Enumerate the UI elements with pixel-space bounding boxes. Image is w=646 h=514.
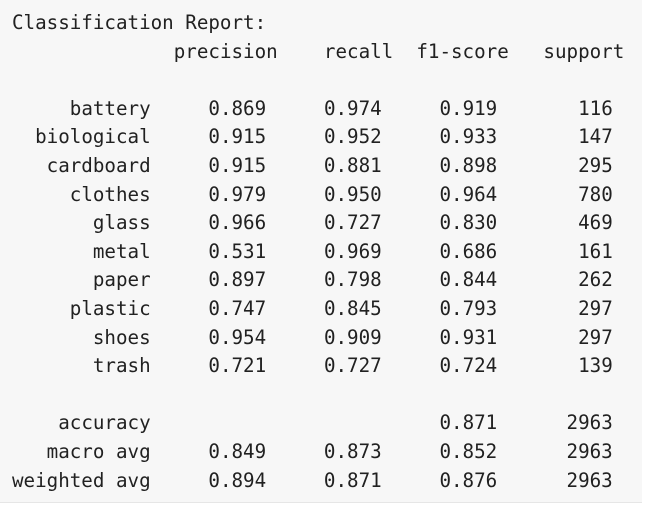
- row-support: 161: [578, 239, 613, 263]
- row-support: 139: [578, 354, 613, 378]
- row-recall: 0.727: [323, 354, 382, 378]
- row-recall: 0.909: [323, 325, 382, 349]
- class-row-plastic: plastic 0.747 0.845 0.793 297: [12, 295, 624, 324]
- row-label: trash: [92, 354, 151, 378]
- row-recall: 0.727: [323, 211, 382, 235]
- class-row-shoes: shoes 0.954 0.909 0.931 297: [12, 324, 624, 353]
- row-precision: 0.869: [208, 96, 267, 120]
- cell-output-area: Classification Report: precision recall …: [0, 9, 642, 503]
- class-row-clothes: clothes 0.979 0.950 0.964 780: [12, 181, 624, 210]
- row-precision: 0.966: [208, 211, 267, 235]
- row-label: accuracy: [58, 411, 151, 435]
- row-label: glass: [92, 211, 151, 235]
- row-label: clothes: [69, 182, 151, 206]
- row-support: 2963: [566, 468, 613, 492]
- row-recall: 0.845: [323, 296, 382, 320]
- blank-line: [12, 381, 624, 410]
- row-support: 295: [578, 153, 613, 177]
- row-precision: 0.721: [208, 354, 267, 378]
- row-f1-score: 0.852: [439, 439, 498, 463]
- class-row-cardboard: cardboard 0.915 0.881 0.898 295: [12, 152, 624, 181]
- row-precision: 0.747: [208, 296, 267, 320]
- row-f1-score: 0.931: [439, 325, 498, 349]
- row-support: 297: [578, 296, 613, 320]
- row-recall: 0.950: [323, 182, 382, 206]
- row-label: plastic: [69, 296, 151, 320]
- row-precision: 0.897: [208, 268, 267, 292]
- header-precision: precision: [173, 39, 278, 63]
- row-precision: 0.915: [208, 125, 267, 149]
- summary-row-accuracy: accuracy 0.871 2963: [12, 409, 624, 438]
- row-support: 2963: [566, 439, 613, 463]
- row-recall: 0.873: [323, 439, 382, 463]
- row-label: biological: [35, 125, 151, 149]
- header-support: support: [543, 39, 625, 63]
- summary-row-weighted-avg: weighted avg 0.894 0.871 0.876 2963: [12, 467, 624, 496]
- row-f1-score: 0.724: [439, 354, 498, 378]
- header-recall: recall: [323, 39, 394, 63]
- row-support: 2963: [566, 411, 613, 435]
- row-precision: 0.979: [208, 182, 267, 206]
- row-precision: 0.849: [208, 439, 267, 463]
- row-f1-score: 0.898: [439, 153, 498, 177]
- class-row-metal: metal 0.531 0.969 0.686 161: [12, 238, 624, 267]
- row-precision: 0.954: [208, 325, 267, 349]
- class-row-paper: paper 0.897 0.798 0.844 262: [12, 266, 624, 295]
- row-label: paper: [92, 268, 151, 292]
- row-label: cardboard: [46, 153, 151, 177]
- row-label: macro avg: [46, 439, 151, 463]
- row-label: battery: [69, 96, 151, 120]
- row-recall: 0.974: [323, 96, 382, 120]
- row-f1-score: 0.876: [439, 468, 498, 492]
- row-support: 469: [578, 211, 613, 235]
- row-f1-score: 0.844: [439, 268, 498, 292]
- row-support: 147: [578, 125, 613, 149]
- row-label: metal: [92, 239, 151, 263]
- row-support: 262: [578, 268, 613, 292]
- row-recall: 0.969: [323, 239, 382, 263]
- class-row-glass: glass 0.966 0.727 0.830 469: [12, 209, 624, 238]
- row-f1-score: 0.919: [439, 96, 498, 120]
- row-recall: 0.952: [323, 125, 382, 149]
- classification-report-text: Classification Report: precision recall …: [12, 9, 624, 495]
- row-precision: 0.531: [208, 239, 267, 263]
- row-recall: 0.881: [323, 153, 382, 177]
- row-f1-score: 0.830: [439, 211, 498, 235]
- class-row-battery: battery 0.869 0.974 0.919 116: [12, 95, 624, 124]
- row-support: 116: [578, 96, 613, 120]
- row-f1-score: 0.964: [439, 182, 498, 206]
- row-recall: 0.871: [323, 468, 382, 492]
- row-label: weighted avg: [12, 468, 151, 492]
- row-f1-score: 0.793: [439, 296, 498, 320]
- summary-row-macro-avg: macro avg 0.849 0.873 0.852 2963: [12, 438, 624, 467]
- class-row-trash: trash 0.721 0.727 0.724 139: [12, 352, 624, 381]
- header-row: precision recall f1-score support: [12, 38, 625, 67]
- report-title: Classification Report:: [12, 11, 267, 34]
- row-recall: 0.798: [323, 268, 382, 292]
- row-label: shoes: [92, 325, 151, 349]
- row-support: 780: [578, 182, 613, 206]
- row-precision: 0.915: [208, 153, 267, 177]
- row-f1-score: 0.686: [439, 239, 498, 263]
- row-support: 297: [578, 325, 613, 349]
- row-f1-score: 0.871: [439, 411, 498, 435]
- header-f1-score: f1-score: [416, 39, 509, 63]
- row-precision: 0.894: [208, 468, 267, 492]
- class-row-biological: biological 0.915 0.952 0.933 147: [12, 123, 624, 152]
- row-f1-score: 0.933: [439, 125, 498, 149]
- blank-line: [12, 66, 624, 95]
